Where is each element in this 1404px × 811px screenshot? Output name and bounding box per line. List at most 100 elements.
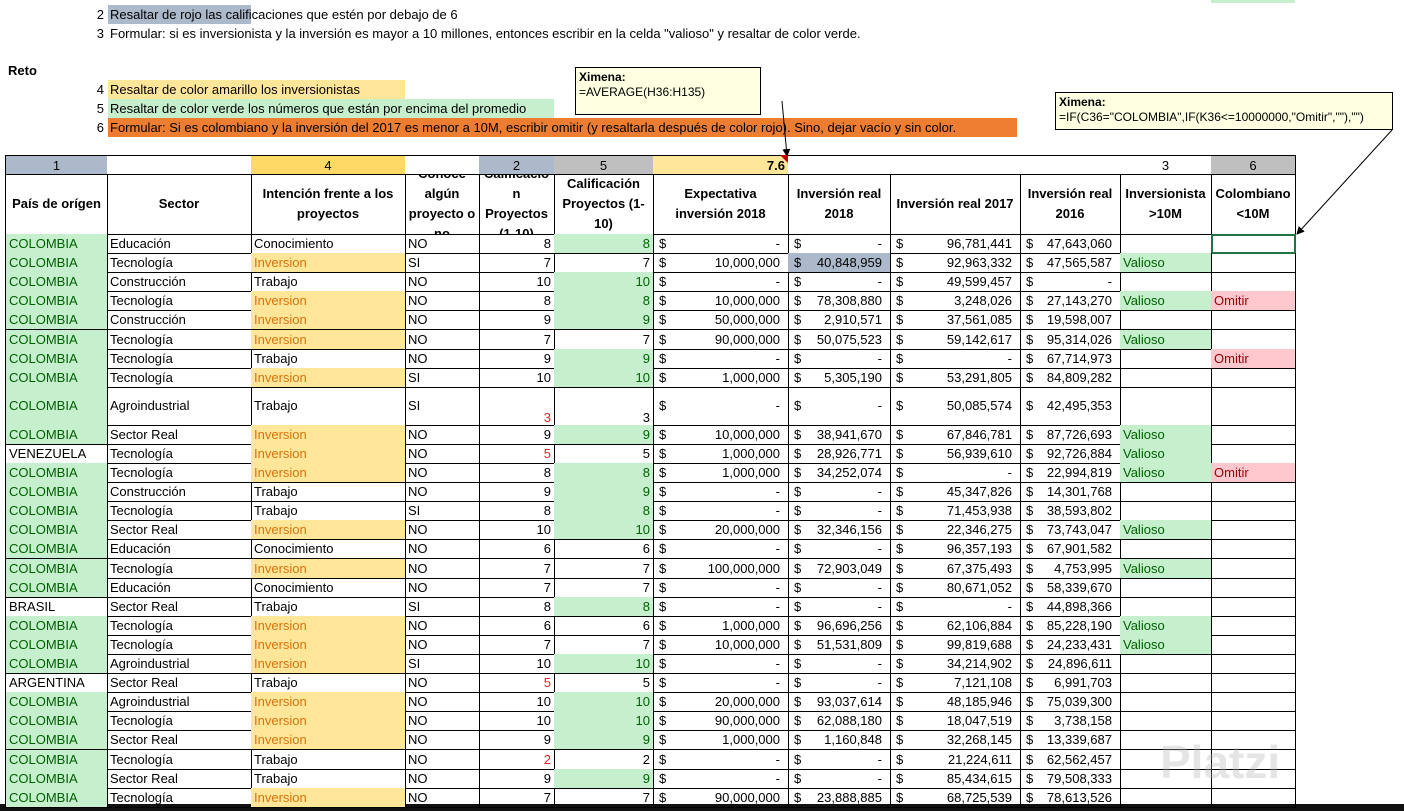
cell: Sector Real bbox=[107, 424, 252, 445]
currency-symbol: $ bbox=[1026, 770, 1034, 786]
cell: Inversion bbox=[251, 310, 406, 331]
cell: Trabajo bbox=[251, 501, 406, 522]
currency-cell: $13,339,687 bbox=[1020, 730, 1121, 751]
amount: 96,357,193 bbox=[946, 541, 1012, 557]
cell: Agroindustrial bbox=[107, 386, 252, 426]
currency-symbol: $ bbox=[659, 274, 667, 290]
cell: 8 bbox=[479, 596, 555, 617]
currency-symbol: $ bbox=[1026, 369, 1034, 385]
cell: COLOMBIA bbox=[5, 749, 108, 770]
cell bbox=[1211, 520, 1296, 541]
amount: 1,000,000 bbox=[722, 465, 780, 481]
currency-symbol: $ bbox=[659, 369, 667, 385]
currency-symbol: $ bbox=[794, 465, 802, 481]
currency-symbol: $ bbox=[1026, 541, 1034, 557]
currency-symbol: $ bbox=[659, 560, 667, 576]
cell: NO bbox=[405, 787, 480, 808]
currency-symbol: $ bbox=[659, 445, 667, 461]
currency-cell: $92,726,884 bbox=[1020, 443, 1121, 464]
cell: Construcción bbox=[107, 310, 252, 331]
cell: Omitir bbox=[1211, 291, 1296, 312]
column-header: Inversionista >10M bbox=[1120, 174, 1212, 235]
currency-symbol: $ bbox=[794, 675, 802, 691]
cell bbox=[1120, 654, 1212, 675]
currency-cell: $ - bbox=[788, 539, 891, 560]
currency-symbol: $ bbox=[896, 484, 904, 500]
currency-cell: $14,301,768 bbox=[1020, 482, 1121, 503]
cell: Educación bbox=[107, 234, 252, 255]
cell: Omitir bbox=[1211, 348, 1296, 369]
cell: 9 bbox=[554, 730, 654, 751]
currency-cell: $6,991,703 bbox=[1020, 673, 1121, 694]
currency-cell: $ - bbox=[653, 596, 789, 617]
currency-symbol: $ bbox=[1026, 522, 1034, 538]
amount: 62,088,180 bbox=[816, 713, 882, 729]
cell: Construcción bbox=[107, 482, 252, 503]
cell: COLOMBIA bbox=[5, 386, 108, 426]
cell: NO bbox=[405, 310, 480, 331]
amount: - bbox=[775, 656, 780, 672]
amount: 47,643,060 bbox=[1046, 236, 1112, 252]
cell: 9 bbox=[479, 482, 555, 503]
currency-symbol: $ bbox=[659, 350, 667, 366]
cell: Sector Real bbox=[107, 730, 252, 751]
cell: Conocimiento bbox=[251, 539, 406, 560]
cell: COLOMBIA bbox=[5, 654, 108, 675]
amount: - bbox=[877, 770, 882, 786]
amount: 67,375,493 bbox=[946, 560, 1012, 576]
amount: 40,848,959 bbox=[816, 255, 882, 271]
amount: 92,726,884 bbox=[1046, 445, 1112, 461]
cell bbox=[1211, 615, 1296, 636]
cell: 7 bbox=[479, 253, 555, 274]
currency-symbol: $ bbox=[896, 350, 904, 366]
column-header: Colombiano <10M bbox=[1211, 174, 1296, 235]
cell: Trabajo bbox=[251, 673, 406, 694]
amount: 10,000,000 bbox=[714, 426, 780, 442]
column-header: Sector bbox=[107, 174, 252, 235]
cell: 7 bbox=[479, 634, 555, 655]
currency-symbol: $ bbox=[794, 770, 802, 786]
column-header: Calificacio n Proyectos (1-10) bbox=[479, 174, 555, 235]
cell: 8 bbox=[479, 501, 555, 522]
cell bbox=[1120, 348, 1212, 369]
cell bbox=[1211, 367, 1296, 388]
currency-symbol: $ bbox=[659, 636, 667, 652]
currency-cell: $ - bbox=[653, 482, 789, 503]
cell: 3 bbox=[554, 386, 654, 426]
cell: 2 bbox=[479, 749, 555, 770]
currency-cell: $73,743,047 bbox=[1020, 520, 1121, 541]
cell: COLOMBIA bbox=[5, 539, 108, 560]
amount: 51,531,809 bbox=[816, 636, 882, 652]
cell: Sector Real bbox=[107, 596, 252, 617]
amount: 5,305,190 bbox=[824, 369, 882, 385]
row-number: 6 bbox=[96, 120, 104, 135]
currency-symbol: $ bbox=[896, 236, 904, 252]
cell bbox=[1211, 634, 1296, 655]
amount: 44,898,366 bbox=[1046, 598, 1112, 614]
cell: COLOMBIA bbox=[5, 463, 108, 484]
currency-cell: $100,000,000 bbox=[653, 558, 789, 579]
cell: NO bbox=[405, 424, 480, 445]
amount: 7,121,108 bbox=[954, 675, 1012, 691]
cell: COLOMBIA bbox=[5, 234, 108, 255]
cell: NO bbox=[405, 768, 480, 789]
currency-cell: $90,000,000 bbox=[653, 329, 789, 350]
currency-symbol: $ bbox=[896, 255, 904, 271]
cell: 7 bbox=[554, 577, 654, 598]
cell: SI bbox=[405, 501, 480, 522]
amount: 95,314,026 bbox=[1046, 331, 1112, 347]
currency-cell: $ - bbox=[653, 673, 789, 694]
cell: Omitir bbox=[1211, 463, 1296, 484]
cell: Tecnología bbox=[107, 253, 252, 274]
cell: 9 bbox=[554, 310, 654, 331]
cell: 6 bbox=[479, 539, 555, 560]
cell: Inversion bbox=[251, 463, 406, 484]
cell: Construcción bbox=[107, 272, 252, 293]
currency-symbol: $ bbox=[659, 579, 667, 595]
currency-cell: $79,508,333 bbox=[1020, 768, 1121, 789]
amount: - bbox=[877, 484, 882, 500]
currency-cell: $78,308,880 bbox=[788, 291, 891, 312]
currency-symbol: $ bbox=[1026, 331, 1034, 347]
column-header: Inversión real 2018 bbox=[788, 174, 891, 235]
